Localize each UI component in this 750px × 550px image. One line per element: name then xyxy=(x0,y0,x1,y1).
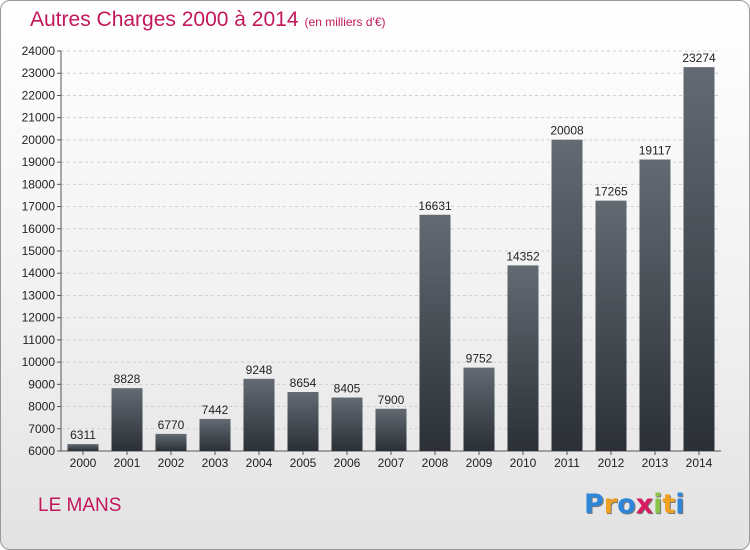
x-tick-label: 2013 xyxy=(642,456,669,470)
chart-unit-text: (en milliers d'€) xyxy=(304,15,386,29)
data-label: 9248 xyxy=(246,363,273,377)
bar xyxy=(243,378,275,451)
bar xyxy=(67,444,99,451)
logo-letter: i xyxy=(653,489,663,520)
x-tick-label: 2010 xyxy=(510,456,537,470)
chart-title-text: Autres Charges 2000 à 2014 xyxy=(30,8,299,31)
x-tick-label: 2002 xyxy=(158,456,185,470)
data-label: 6311 xyxy=(70,428,96,442)
y-tick-label: 22000 xyxy=(22,88,56,102)
x-tick-label: 2003 xyxy=(202,456,229,470)
data-label: 9752 xyxy=(466,352,493,366)
logo-letter: o xyxy=(617,489,636,520)
x-tick-label: 2009 xyxy=(466,456,493,470)
y-tick-label: 19000 xyxy=(22,155,56,169)
logo-letter: i xyxy=(675,489,685,520)
city-name: LE MANS xyxy=(38,495,122,516)
bar xyxy=(199,418,231,451)
x-tick-label: 2001 xyxy=(114,456,141,470)
y-tick-label: 24000 xyxy=(22,44,56,58)
x-tick-label: 2005 xyxy=(290,456,317,470)
data-label: 7900 xyxy=(378,393,405,407)
data-label: 8405 xyxy=(334,382,361,396)
bars xyxy=(67,67,715,451)
logo-letter: r xyxy=(603,489,618,520)
bar xyxy=(551,139,583,451)
labels: 6311 8828 6770 7442 9248 8654 8405 7900 16631 975… xyxy=(70,51,716,442)
data-label: 8828 xyxy=(114,372,141,386)
bar xyxy=(507,265,539,451)
bar xyxy=(683,67,715,451)
y-tick-label: 15000 xyxy=(22,244,56,258)
y-tick-label: 13000 xyxy=(22,288,56,302)
bar xyxy=(463,367,495,451)
x-tick-label: 2006 xyxy=(334,456,361,470)
data-label: 20008 xyxy=(550,124,584,138)
x-tick-label: 2004 xyxy=(246,456,273,470)
y-tick-label: 10000 xyxy=(22,355,56,369)
x-tick-label: 2000 xyxy=(70,456,97,470)
x-tick-label: 2011 xyxy=(554,456,580,470)
chart-title: Autres Charges 2000 à 2014 (en milliers d… xyxy=(30,8,386,32)
y-tick-label: 8000 xyxy=(28,400,55,414)
bar xyxy=(287,392,319,451)
logo-letter: x xyxy=(635,489,654,520)
y-tick-label: 21000 xyxy=(22,111,56,125)
y-tick-label: 11000 xyxy=(23,333,56,347)
data-label: 8654 xyxy=(290,376,317,390)
y-tick-label: 7000 xyxy=(28,422,55,436)
data-label: 19117 xyxy=(639,144,672,158)
x-tick-label: 2014 xyxy=(686,456,713,470)
logo-letter: t xyxy=(662,489,676,520)
data-label: 14352 xyxy=(506,249,540,263)
y-tick-label: 16000 xyxy=(22,222,56,236)
data-label: 16631 xyxy=(418,199,452,213)
bar xyxy=(111,388,143,451)
data-label: 6770 xyxy=(158,418,185,432)
y-tick-label: 6000 xyxy=(28,444,55,458)
logo-letter: P xyxy=(584,489,604,520)
y-tick-label: 14000 xyxy=(22,266,56,280)
bar xyxy=(419,214,451,451)
x-tick-label: 2008 xyxy=(422,456,449,470)
x-tick-label: 2007 xyxy=(378,456,405,470)
proxiti-logo[interactable]: Proxiti xyxy=(584,489,685,520)
y-tick-label: 9000 xyxy=(28,377,55,391)
data-label: 23274 xyxy=(682,51,716,65)
data-label: 7442 xyxy=(202,403,229,417)
y-tick-label: 17000 xyxy=(22,200,56,214)
bar xyxy=(639,159,671,451)
y-tick-label: 18000 xyxy=(22,177,56,191)
y-tick-label: 20000 xyxy=(22,133,56,147)
y-tick-label: 23000 xyxy=(22,66,56,80)
data-label: 17265 xyxy=(594,185,628,199)
bar xyxy=(375,408,407,451)
x-tick-label: 2012 xyxy=(598,456,625,470)
bar xyxy=(331,397,363,451)
y-tick-label: 12000 xyxy=(22,311,56,325)
bar xyxy=(595,200,627,451)
bar xyxy=(155,433,187,451)
